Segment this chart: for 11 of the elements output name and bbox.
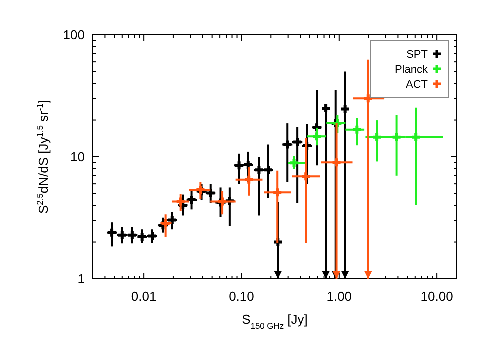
legend-label: SPT	[406, 48, 428, 61]
x-tick-label: 0.01	[131, 289, 157, 304]
x-tick-label: 1.00	[326, 289, 352, 304]
legend-label: ACT	[406, 78, 428, 91]
y-tick-label: 1	[78, 272, 85, 287]
x-tick-label: 10.00	[420, 289, 454, 304]
legend-label: Planck	[394, 64, 428, 76]
x-tick-label: 0.10	[229, 289, 254, 304]
y-tick-label: 100	[63, 28, 85, 43]
x-axis-title: S$_{150 GHz}$ [Jy]	[242, 312, 308, 331]
y-tick-label: 10	[70, 150, 85, 165]
